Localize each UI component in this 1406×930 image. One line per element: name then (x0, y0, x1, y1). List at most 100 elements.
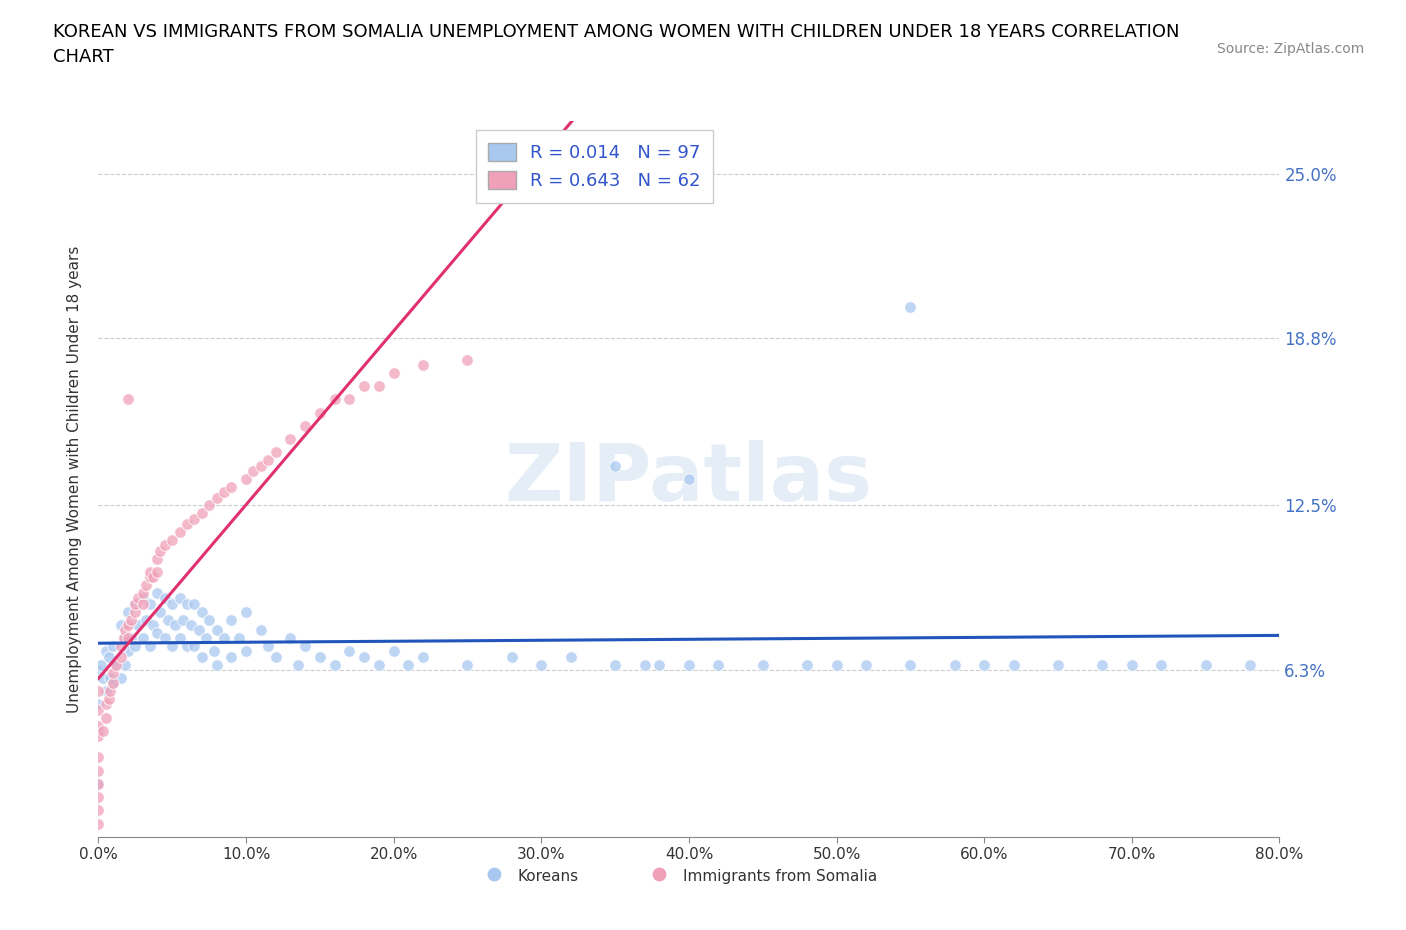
Point (94, 684, 117, 698)
Point (183, 639, 205, 654)
Point (605, 458, 627, 473)
Point (900, 658, 922, 672)
Point (678, 658, 700, 672)
Point (257, 639, 280, 654)
Point (87, 817, 110, 831)
Point (110, 649, 132, 664)
Point (87, 724, 110, 738)
Point (132, 631, 155, 645)
Point (127, 618, 149, 632)
Point (132, 596, 155, 611)
Point (156, 612, 179, 627)
Point (205, 658, 228, 672)
Point (382, 365, 405, 380)
Point (146, 586, 169, 601)
Point (235, 644, 257, 658)
Point (124, 596, 146, 611)
Point (153, 538, 176, 552)
Point (1002, 658, 1025, 672)
Point (135, 578, 157, 592)
Point (1195, 658, 1218, 672)
Point (149, 604, 172, 619)
Point (183, 596, 205, 611)
Point (142, 618, 165, 632)
Point (114, 658, 136, 672)
Point (162, 533, 183, 548)
Point (943, 658, 966, 672)
Point (560, 649, 582, 664)
Point (1239, 658, 1261, 672)
Point (250, 623, 273, 638)
Y-axis label: Unemployment Among Women with Children Under 18 years: Unemployment Among Women with Children U… (67, 246, 83, 712)
Point (501, 649, 523, 664)
Point (1121, 658, 1143, 672)
Text: ZIPatlas: ZIPatlas (505, 440, 873, 518)
Point (98, 684, 121, 698)
Point (87, 750, 110, 764)
Point (825, 658, 848, 672)
Point (110, 671, 132, 685)
Point (242, 463, 264, 478)
Point (412, 649, 434, 664)
Point (162, 639, 183, 654)
Point (280, 631, 302, 645)
Point (287, 658, 309, 672)
Point (264, 445, 287, 459)
Point (87, 729, 110, 744)
Point (87, 702, 110, 717)
Point (264, 649, 287, 664)
Point (124, 596, 146, 611)
Point (97, 692, 120, 707)
Point (339, 392, 361, 406)
Point (368, 658, 391, 672)
Point (900, 299, 922, 314)
Point (139, 639, 162, 654)
Point (135, 612, 157, 627)
Point (412, 357, 434, 372)
Point (91, 724, 114, 738)
Point (117, 631, 139, 645)
Point (132, 591, 155, 605)
Point (634, 658, 657, 672)
Point (678, 472, 700, 486)
Point (280, 432, 302, 446)
Text: KOREAN VS IMMIGRANTS FROM SOMALIA UNEMPLOYMENT AMONG WOMEN WITH CHILDREN UNDER 1: KOREAN VS IMMIGRANTS FROM SOMALIA UNEMPL… (53, 23, 1180, 66)
Point (176, 596, 198, 611)
Point (183, 512, 205, 526)
Point (191, 649, 214, 664)
Point (339, 644, 361, 658)
Point (855, 658, 877, 672)
Point (142, 570, 165, 585)
Point (169, 591, 191, 605)
Point (117, 644, 139, 658)
Point (98, 671, 121, 685)
Point (172, 612, 194, 627)
Point (127, 591, 149, 605)
Point (149, 543, 172, 558)
Point (162, 596, 183, 611)
Point (90, 658, 112, 672)
Point (796, 658, 818, 672)
Point (87, 764, 110, 778)
Point (205, 623, 228, 638)
Point (1150, 658, 1173, 672)
Point (117, 392, 139, 406)
Point (257, 453, 280, 468)
Point (103, 676, 125, 691)
Point (1046, 658, 1070, 672)
Point (323, 392, 346, 406)
Point (110, 618, 132, 632)
Text: Source: ZipAtlas.com: Source: ZipAtlas.com (1216, 42, 1364, 56)
Point (195, 631, 218, 645)
Point (382, 644, 405, 658)
Point (87, 777, 110, 791)
Point (212, 485, 235, 499)
Point (198, 498, 221, 513)
Point (139, 565, 162, 579)
Point (120, 631, 142, 645)
Point (191, 604, 214, 619)
Point (165, 618, 187, 632)
Point (353, 649, 375, 664)
Point (221, 612, 243, 627)
Point (235, 472, 257, 486)
